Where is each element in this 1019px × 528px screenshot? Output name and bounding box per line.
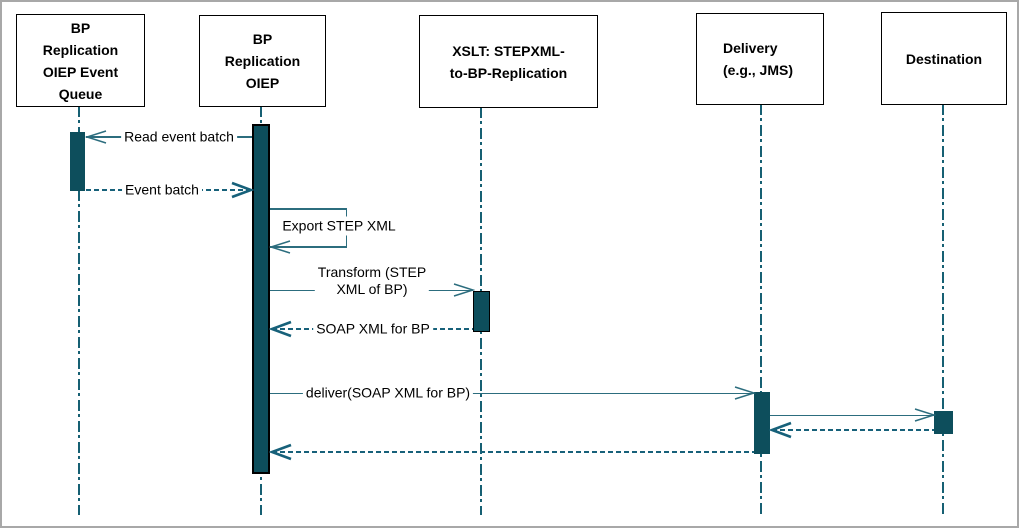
message-line-delivery-to-destination — [770, 414, 934, 416]
actor-box-destination: Destination — [881, 12, 1007, 105]
self-loop-bottom-line — [270, 246, 347, 248]
lifeline-destination — [942, 104, 944, 515]
activation-bar-oiep — [252, 124, 270, 474]
message-label-export-step-xml: Export STEP XML — [279, 216, 399, 236]
actor-box-xslt: XSLT: STEPXML- to-BP-Replication — [419, 15, 598, 108]
message-label-deliver: deliver(SOAP XML for BP) — [302, 383, 474, 403]
message-label-soap-xml: SOAP XML for BP — [313, 319, 433, 339]
message-label-event-batch: Event batch — [122, 180, 202, 200]
arrowhead-right-transform — [453, 283, 475, 297]
arrowhead-left-export-step-xml — [269, 240, 291, 254]
lifeline-delivery — [760, 104, 762, 515]
activation-bar-destination — [934, 411, 953, 434]
arrowhead-left-destination-return — [769, 421, 792, 439]
lifeline-queue — [78, 106, 80, 515]
message-line-destination-return — [772, 429, 934, 431]
arrowhead-right-delivery-to-destination — [914, 408, 936, 422]
arrowhead-left-soap-xml — [269, 320, 292, 338]
message-line-delivery-return — [272, 451, 754, 453]
arrowhead-right-deliver — [734, 386, 756, 400]
arrowhead-right-event-batch — [231, 181, 254, 199]
arrowhead-left-delivery-return — [269, 443, 292, 461]
activation-bar-queue — [70, 132, 85, 191]
message-label-read-event-batch: Read event batch — [121, 127, 237, 147]
activation-bar-xslt — [473, 291, 490, 332]
arrowhead-left-read-event-batch — [85, 130, 107, 144]
actor-box-bp-replication-oiep: BP Replication OIEP — [199, 15, 326, 107]
self-loop-top-line — [270, 208, 347, 210]
message-label-transform: Transform (STEP XML of BP) — [314, 263, 430, 299]
message-line-deliver — [270, 392, 754, 394]
actor-box-event-queue: BP Replication OIEP Event Queue — [16, 14, 145, 107]
actor-box-delivery: Delivery (e.g., JMS) — [696, 13, 824, 105]
activation-bar-delivery — [754, 392, 770, 454]
